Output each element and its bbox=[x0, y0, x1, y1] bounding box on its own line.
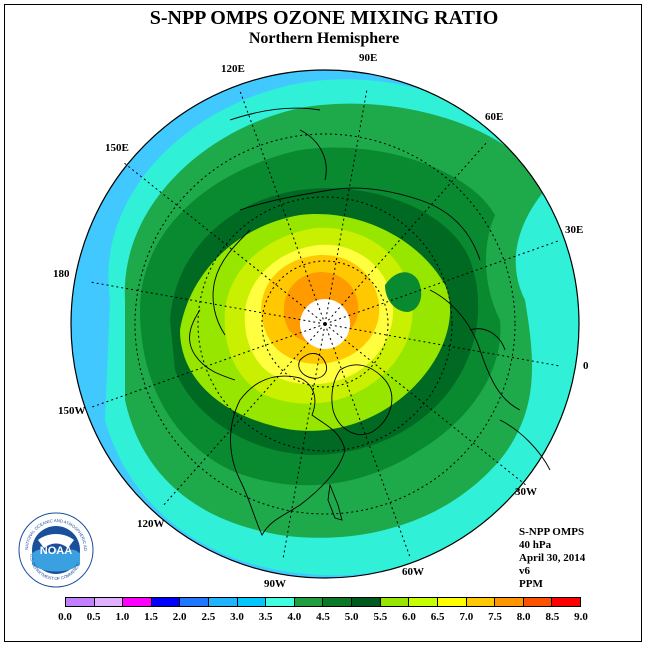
colorbar-tick-label: 1.0 bbox=[115, 611, 130, 623]
info-instrument: S-NPP OMPS bbox=[519, 526, 585, 538]
lon-label-150e: 150E bbox=[105, 142, 129, 154]
coastlines bbox=[189, 107, 551, 537]
colorbar-tick-label: 8.0 bbox=[516, 611, 531, 623]
lon-label-150w: 150W bbox=[58, 405, 86, 417]
lon-label-90w: 90W bbox=[264, 578, 286, 590]
colorbar-swatch bbox=[123, 598, 152, 606]
colorbar-tick-label: 2.0 bbox=[172, 611, 187, 623]
map-subtitle: Northern Hemisphere bbox=[248, 30, 400, 47]
lon-label-60e: 60E bbox=[485, 111, 504, 123]
info-block: S-NPP OMPS 40 hPa April 30, 2014 v6 PPM bbox=[519, 526, 585, 591]
colorbar-tick-label: 0.5 bbox=[86, 611, 101, 623]
noaa-logo: NOAA NATIONAL OCEANIC AND ATMOSPHERIC AD… bbox=[18, 512, 94, 588]
band-4-5-patch bbox=[385, 272, 422, 312]
colorbar-swatch bbox=[437, 598, 467, 606]
colorbar-swatch bbox=[495, 598, 524, 606]
colorbar-tick-label: 6.0 bbox=[402, 611, 416, 623]
coast-africa bbox=[499, 419, 551, 471]
info-date: April 30, 2014 bbox=[519, 552, 586, 564]
coast-alaska bbox=[189, 309, 236, 381]
colorbar-tick-label: 7.0 bbox=[459, 611, 474, 623]
colorbar bbox=[65, 597, 581, 607]
colorbar-swatch bbox=[151, 598, 181, 606]
colorbar-tick-label: 8.5 bbox=[545, 611, 560, 623]
colorbar-tick-label: 5.5 bbox=[373, 611, 388, 623]
colorbar-tick-label: 9.0 bbox=[574, 611, 588, 623]
map-title: S-NPP OMPS OZONE MIXING RATIO bbox=[149, 7, 499, 29]
info-units: PPM bbox=[519, 578, 543, 590]
graticule bbox=[89, 88, 561, 560]
colorbar-tick-label: 1.5 bbox=[144, 611, 158, 623]
coast-greenland bbox=[331, 364, 393, 435]
lon-label-120e: 120E bbox=[221, 63, 245, 75]
colorbar-swatch bbox=[94, 598, 124, 606]
info-level: 40 hPa bbox=[519, 539, 552, 551]
lon-label-0: 0 bbox=[583, 360, 589, 372]
colorbar-swatch bbox=[180, 598, 210, 606]
colorbar-swatch bbox=[323, 598, 353, 606]
coast-europe bbox=[429, 289, 521, 411]
colorbar-swatch bbox=[523, 598, 553, 606]
map-border bbox=[70, 69, 580, 579]
colorbar-tick-label: 3.5 bbox=[258, 611, 273, 623]
lon-label-60w: 60W bbox=[402, 566, 424, 578]
colorbar-tick-label: 4.5 bbox=[316, 611, 330, 623]
colorbar-swatch bbox=[466, 598, 496, 606]
colorbar-swatch bbox=[552, 598, 580, 606]
colorbar-tick-label: 6.5 bbox=[430, 611, 445, 623]
ozone-contours bbox=[71, 70, 579, 578]
colorbar-swatch bbox=[380, 598, 410, 606]
colorbar-tick-label: 3.0 bbox=[230, 611, 244, 623]
colorbar-swatch bbox=[294, 598, 324, 606]
colorbar-swatch bbox=[237, 598, 267, 606]
coast-north-america bbox=[230, 375, 346, 537]
lon-label-90e: 90E bbox=[359, 52, 378, 64]
colorbar-tick-label: 5.0 bbox=[344, 611, 359, 623]
colorbar-swatch bbox=[66, 598, 95, 606]
figure-frame bbox=[4, 4, 642, 642]
info-version: v6 bbox=[519, 565, 530, 577]
colorbar-swatch bbox=[352, 598, 381, 606]
coast-arctic-islands bbox=[298, 353, 327, 379]
coast-florida bbox=[327, 483, 343, 521]
colorbar-tick-label: 0.0 bbox=[58, 611, 72, 623]
colorbar-swatch bbox=[409, 598, 438, 606]
lon-label-120w: 120W bbox=[137, 518, 165, 530]
colorbar-tick-label: 7.5 bbox=[488, 611, 502, 623]
colorbar-swatch bbox=[266, 598, 295, 606]
lon-label-180: 180 bbox=[53, 268, 70, 280]
coast-east-asia bbox=[229, 107, 327, 181]
coast-asia bbox=[212, 187, 481, 336]
colorbar-swatch bbox=[209, 598, 238, 606]
lon-label-30w: 30W bbox=[515, 486, 537, 498]
lon-label-30e: 30E bbox=[565, 224, 584, 236]
colorbar-tick-label: 4.0 bbox=[287, 611, 302, 623]
noaa-logo-text: NOAA bbox=[40, 545, 72, 557]
colorbar-tick-label: 2.5 bbox=[201, 611, 216, 623]
